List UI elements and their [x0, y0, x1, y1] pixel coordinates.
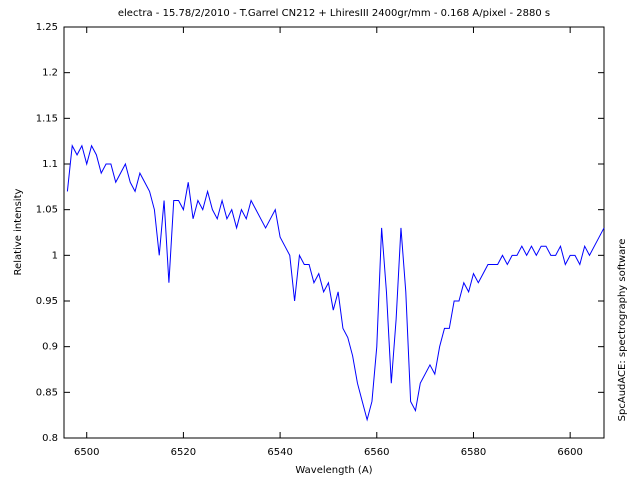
chart-title: electra - 15.78/2/2010 - T.Garrel CN212 …: [118, 8, 550, 19]
x-tick-label: 6500: [74, 447, 99, 458]
spectrum-line: [66, 144, 605, 422]
y-tick-label: 1.15: [36, 113, 58, 124]
y-tick-label: 0.9: [42, 342, 58, 353]
y-tick-label: 0.8: [42, 433, 58, 444]
y-tick-label: 1.05: [36, 205, 58, 216]
y-tick-label: 1.25: [36, 22, 58, 33]
annotation: SpcAudACE: spectrography software: [617, 239, 628, 422]
y-tick-label: 1: [52, 250, 58, 261]
x-tick-label: 6580: [461, 447, 486, 458]
x-tick-label: 6540: [267, 447, 292, 458]
y-tick-label: 0.85: [36, 387, 58, 398]
plot-frame: [63, 26, 605, 439]
x-tick-label: 6520: [171, 447, 196, 458]
y-axis-label: Relative intensity: [13, 188, 24, 275]
x-tick-label: 6600: [557, 447, 582, 458]
y-tick-label: 1.2: [42, 68, 58, 79]
x-axis-label: Wavelength (A): [295, 465, 372, 476]
y-tick-label: 1.1: [42, 159, 58, 170]
x-tick-label: 6560: [364, 447, 389, 458]
y-tick-label: 0.95: [36, 296, 58, 307]
